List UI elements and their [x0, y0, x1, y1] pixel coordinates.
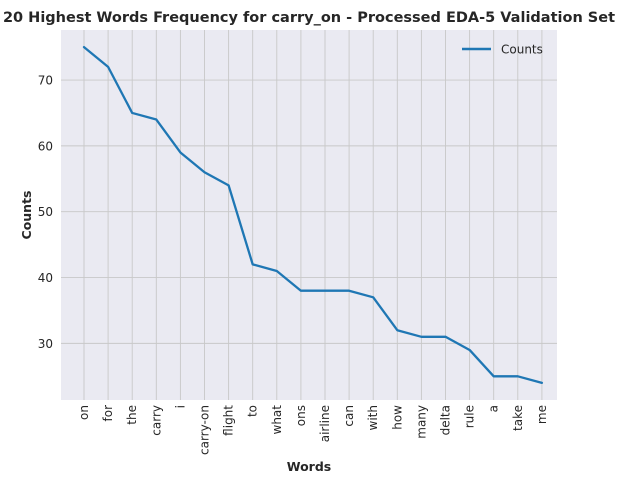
series-line-counts [82, 45, 544, 385]
x-tick-label: carry-on [198, 405, 212, 455]
y-tick-label: 40 [38, 271, 53, 285]
x-tick-label: how [390, 405, 404, 430]
x-tick-label: the [125, 405, 139, 425]
y-tick-label: 50 [38, 205, 53, 219]
x-axis-ticks: on for the carry i carry-on flight to what ons air… [77, 405, 549, 455]
plot-area [61, 30, 557, 400]
y-tick-label: 70 [38, 74, 53, 88]
y-tick-label: 60 [38, 139, 53, 153]
chart-title: 20 Highest Words Frequency for carry_on … [3, 10, 615, 26]
x-tick-label: i [173, 405, 187, 408]
legend: Counts [462, 43, 543, 57]
x-tick-label: take [511, 405, 525, 431]
x-tick-label: flight [222, 405, 236, 436]
x-tick-label: to [246, 405, 260, 417]
legend-label-counts: Counts [501, 43, 543, 57]
y-tick-label: 30 [38, 337, 53, 351]
series-layer [82, 45, 544, 385]
x-tick-label: can [342, 405, 356, 427]
x-axis-label: Words [287, 459, 331, 474]
x-tick-label: delta [439, 405, 453, 435]
x-tick-label: carry [149, 405, 163, 436]
x-tick-label: a [487, 405, 501, 412]
y-axis-label: Counts [19, 191, 34, 240]
grid-lines [61, 30, 557, 400]
y-axis-ticks: 30 40 50 60 70 [38, 74, 53, 351]
x-tick-label: with [366, 405, 380, 430]
x-tick-label: on [77, 405, 91, 420]
x-tick-label: ons [294, 405, 308, 426]
x-tick-label: many [414, 405, 428, 439]
x-tick-label: rule [463, 405, 477, 428]
x-tick-label: what [270, 405, 284, 435]
x-tick-label: for [101, 405, 115, 422]
x-tick-label: me [535, 405, 549, 424]
x-tick-label: airline [318, 405, 332, 442]
